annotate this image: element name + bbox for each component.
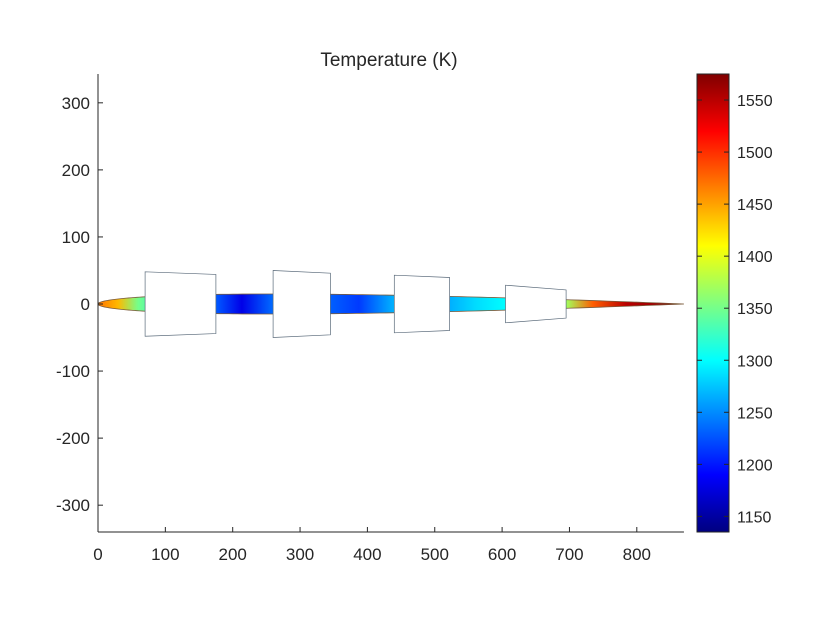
colorbar: 1550 1500 1450 1400 1350 1300 1250 1200 1150 <box>696 73 773 533</box>
colorbar-tick-label: 1250 <box>737 405 773 422</box>
colorbar-tick-label: 1300 <box>737 353 773 370</box>
x-tick-label: 700 <box>555 545 583 564</box>
cooling-passage <box>505 284 567 324</box>
y-tick-label: 0 <box>81 295 90 314</box>
y-tick-label: 200 <box>62 161 90 180</box>
y-tick-label: -300 <box>56 496 90 515</box>
plot-area <box>97 270 684 338</box>
colorbar-tick-label: 1450 <box>737 197 773 214</box>
colorbar-tick-label: 1500 <box>737 145 773 162</box>
cooling-passage <box>272 270 331 338</box>
y-tick-label: -100 <box>56 362 90 381</box>
chart-title: Temperature (K) <box>320 50 457 71</box>
x-tick-label: 400 <box>353 545 381 564</box>
colorbar-tick-label: 1350 <box>737 301 773 318</box>
cooling-passage <box>393 274 450 334</box>
y-tick-label: 100 <box>62 228 90 247</box>
x-axis: 0 100 200 300 400 500 600 700 800 <box>93 527 684 564</box>
colorbar-tick-label: 1550 <box>737 93 773 110</box>
x-tick-label: 500 <box>421 545 449 564</box>
x-tick-label: 800 <box>623 545 651 564</box>
colorbar-tick-label: 1150 <box>737 509 772 526</box>
colorbar-tick-label: 1400 <box>737 249 773 266</box>
x-tick-label: 0 <box>93 545 102 564</box>
cooling-passage <box>144 271 217 337</box>
x-tick-label: 600 <box>488 545 516 564</box>
y-tick-label: -200 <box>56 429 90 448</box>
colorbar-tick-label: 1200 <box>737 457 773 474</box>
x-tick-label: 200 <box>219 545 247 564</box>
x-tick-label: 100 <box>151 545 179 564</box>
colorbar-gradient <box>696 73 730 533</box>
y-axis: 300 200 100 0 -100 -200 -300 <box>56 74 103 532</box>
y-tick-label: 300 <box>62 94 90 113</box>
x-tick-label: 300 <box>286 545 314 564</box>
